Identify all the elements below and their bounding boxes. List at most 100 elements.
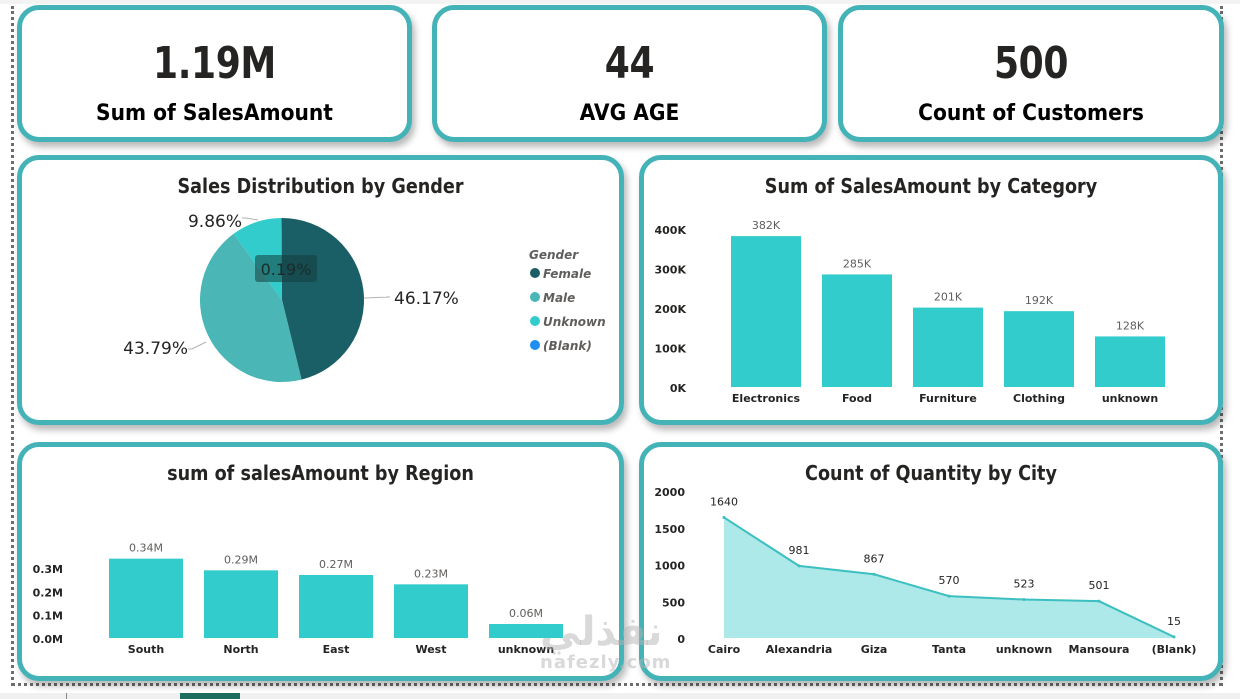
y-tick-label: 400K (655, 224, 687, 237)
kpi-value: 44 (604, 38, 655, 89)
data-label: 0.29M (224, 553, 258, 566)
pie-data-label: 0.19% (261, 260, 312, 279)
data-label: 0.23M (414, 567, 448, 580)
y-tick-label: 100K (655, 343, 687, 356)
legend-marker (530, 292, 540, 302)
kpi-label: AVG AGE (579, 101, 680, 126)
kpi-card-age[interactable]: 44 AVG AGE (432, 5, 827, 142)
y-tick-label: 1000 (654, 560, 685, 573)
kpi-label: Count of Customers (918, 101, 1144, 126)
pie-leader-line (363, 296, 391, 299)
legend-marker (530, 268, 540, 278)
pie-data-label: 46.17% (394, 289, 459, 309)
chart-card-city[interactable]: Count of Quantity by City 0 500 1000 1500 20… (639, 442, 1223, 681)
legend-item[interactable]: Unknown (543, 315, 606, 329)
pie-slice-male[interactable] (200, 233, 302, 382)
data-point[interactable] (1022, 598, 1026, 602)
pie-chart: 46.17% 43.79% 9.86% 0.19% Gender Female Male… (123, 212, 606, 382)
x-tick-label: East (323, 643, 350, 656)
bar[interactable] (489, 624, 563, 638)
chart-card-gender[interactable]: Sales Distribution by Gender 46.17% 43.79… (17, 155, 624, 425)
x-tick-label: North (223, 643, 258, 656)
y-tick-label: 0.0M (33, 633, 63, 646)
data-label: 523 (1014, 578, 1035, 591)
pie-data-label: 9.86% (188, 212, 242, 232)
data-label: 382K (752, 219, 781, 232)
bar[interactable] (913, 307, 983, 387)
kpi-card-customers[interactable]: 500 Count of Customers (838, 5, 1224, 142)
data-label: 0.06M (509, 607, 543, 620)
data-label: 201K (934, 291, 963, 304)
x-tick-label: Electronics (732, 392, 801, 405)
bar[interactable] (204, 570, 278, 638)
data-point[interactable] (947, 594, 951, 598)
legend-title: Gender (529, 248, 579, 262)
chart-card-category[interactable]: Sum of SalesAmount by Category 0K 100K 200… (639, 155, 1223, 425)
chart-title: sum of salesAmount by Region (167, 461, 474, 485)
pie-data-label: 43.79% (123, 339, 188, 359)
data-point[interactable] (797, 564, 801, 568)
x-tick-label: Giza (861, 643, 888, 656)
y-tick-label: 0.3M (33, 563, 63, 576)
data-label: 867 (864, 552, 885, 565)
x-tick-label: West (415, 643, 446, 656)
legend-marker (530, 340, 540, 350)
legend-item[interactable]: (Blank) (543, 339, 592, 353)
data-label: 570 (939, 574, 960, 587)
chart-title: Sum of SalesAmount by Category (764, 174, 1098, 198)
bar[interactable] (299, 575, 373, 638)
data-point[interactable] (722, 515, 726, 519)
tab-separator (66, 693, 67, 699)
data-label: 501 (1089, 579, 1110, 592)
top-edge (0, 0, 1240, 4)
x-tick-label: unknown (996, 643, 1052, 656)
data-point[interactable] (1172, 635, 1176, 639)
x-tick-label: Clothing (1013, 392, 1065, 405)
data-point[interactable] (872, 572, 876, 576)
bar[interactable] (109, 558, 183, 638)
y-tick-label: 500 (662, 596, 685, 609)
region-bar-chart: 0.0M 0.1M 0.2M 0.3M 0.34M South 0.29M North 0.27… (33, 542, 563, 656)
pie-leader-line (242, 217, 259, 221)
x-tick-label: Cairo (708, 643, 741, 656)
y-tick-label: 2000 (654, 486, 685, 499)
chart-card-region[interactable]: sum of salesAmount by Region 0.0M 0.1M 0.2… (17, 442, 624, 681)
data-label: 192K (1025, 294, 1054, 307)
y-tick-label: 300K (655, 264, 687, 277)
bar[interactable] (1004, 311, 1074, 387)
kpi-value: 1.19M (153, 38, 276, 89)
data-point[interactable] (1097, 599, 1101, 603)
x-tick-label: unknown (1102, 392, 1158, 405)
x-tick-label: Mansoura (1069, 643, 1130, 656)
data-label: 981 (789, 544, 810, 557)
page-tab-bar (0, 693, 1240, 699)
y-tick-label: 0 (677, 633, 685, 646)
chart-title: Count of Quantity by City (805, 461, 1057, 485)
kpi-card-sales[interactable]: 1.19M Sum of SalesAmount (17, 5, 412, 142)
x-tick-label: Furniture (919, 392, 977, 405)
bar[interactable] (731, 236, 801, 387)
legend-marker (530, 316, 540, 326)
active-page-tab[interactable] (180, 693, 240, 699)
y-tick-label: 0.1M (33, 610, 63, 623)
bar[interactable] (394, 584, 468, 638)
y-tick-label: 1500 (654, 523, 685, 536)
legend-item[interactable]: Male (543, 291, 575, 305)
y-tick-label: 0.2M (33, 586, 63, 599)
x-tick-label: Food (842, 392, 872, 405)
y-tick-label: 200K (655, 303, 687, 316)
category-bar-chart: 0K 100K 200K 300K 400K 382K Electronics 285K Foo… (655, 219, 1165, 405)
watermark-arabic: نفذلي (540, 609, 663, 655)
x-tick-label: Tanta (932, 643, 966, 656)
legend-item[interactable]: Female (543, 267, 591, 281)
data-label: 0.27M (319, 558, 353, 571)
y-tick-label: 0K (670, 382, 687, 395)
pie-leader-line (188, 341, 207, 350)
data-label: 15 (1167, 615, 1181, 628)
bar[interactable] (822, 274, 892, 387)
data-label: 0.34M (129, 542, 163, 555)
data-label: 285K (843, 257, 872, 270)
pie-tooltip-bg (255, 255, 317, 282)
x-tick-label: unknown (498, 643, 554, 656)
bar[interactable] (1095, 336, 1165, 387)
